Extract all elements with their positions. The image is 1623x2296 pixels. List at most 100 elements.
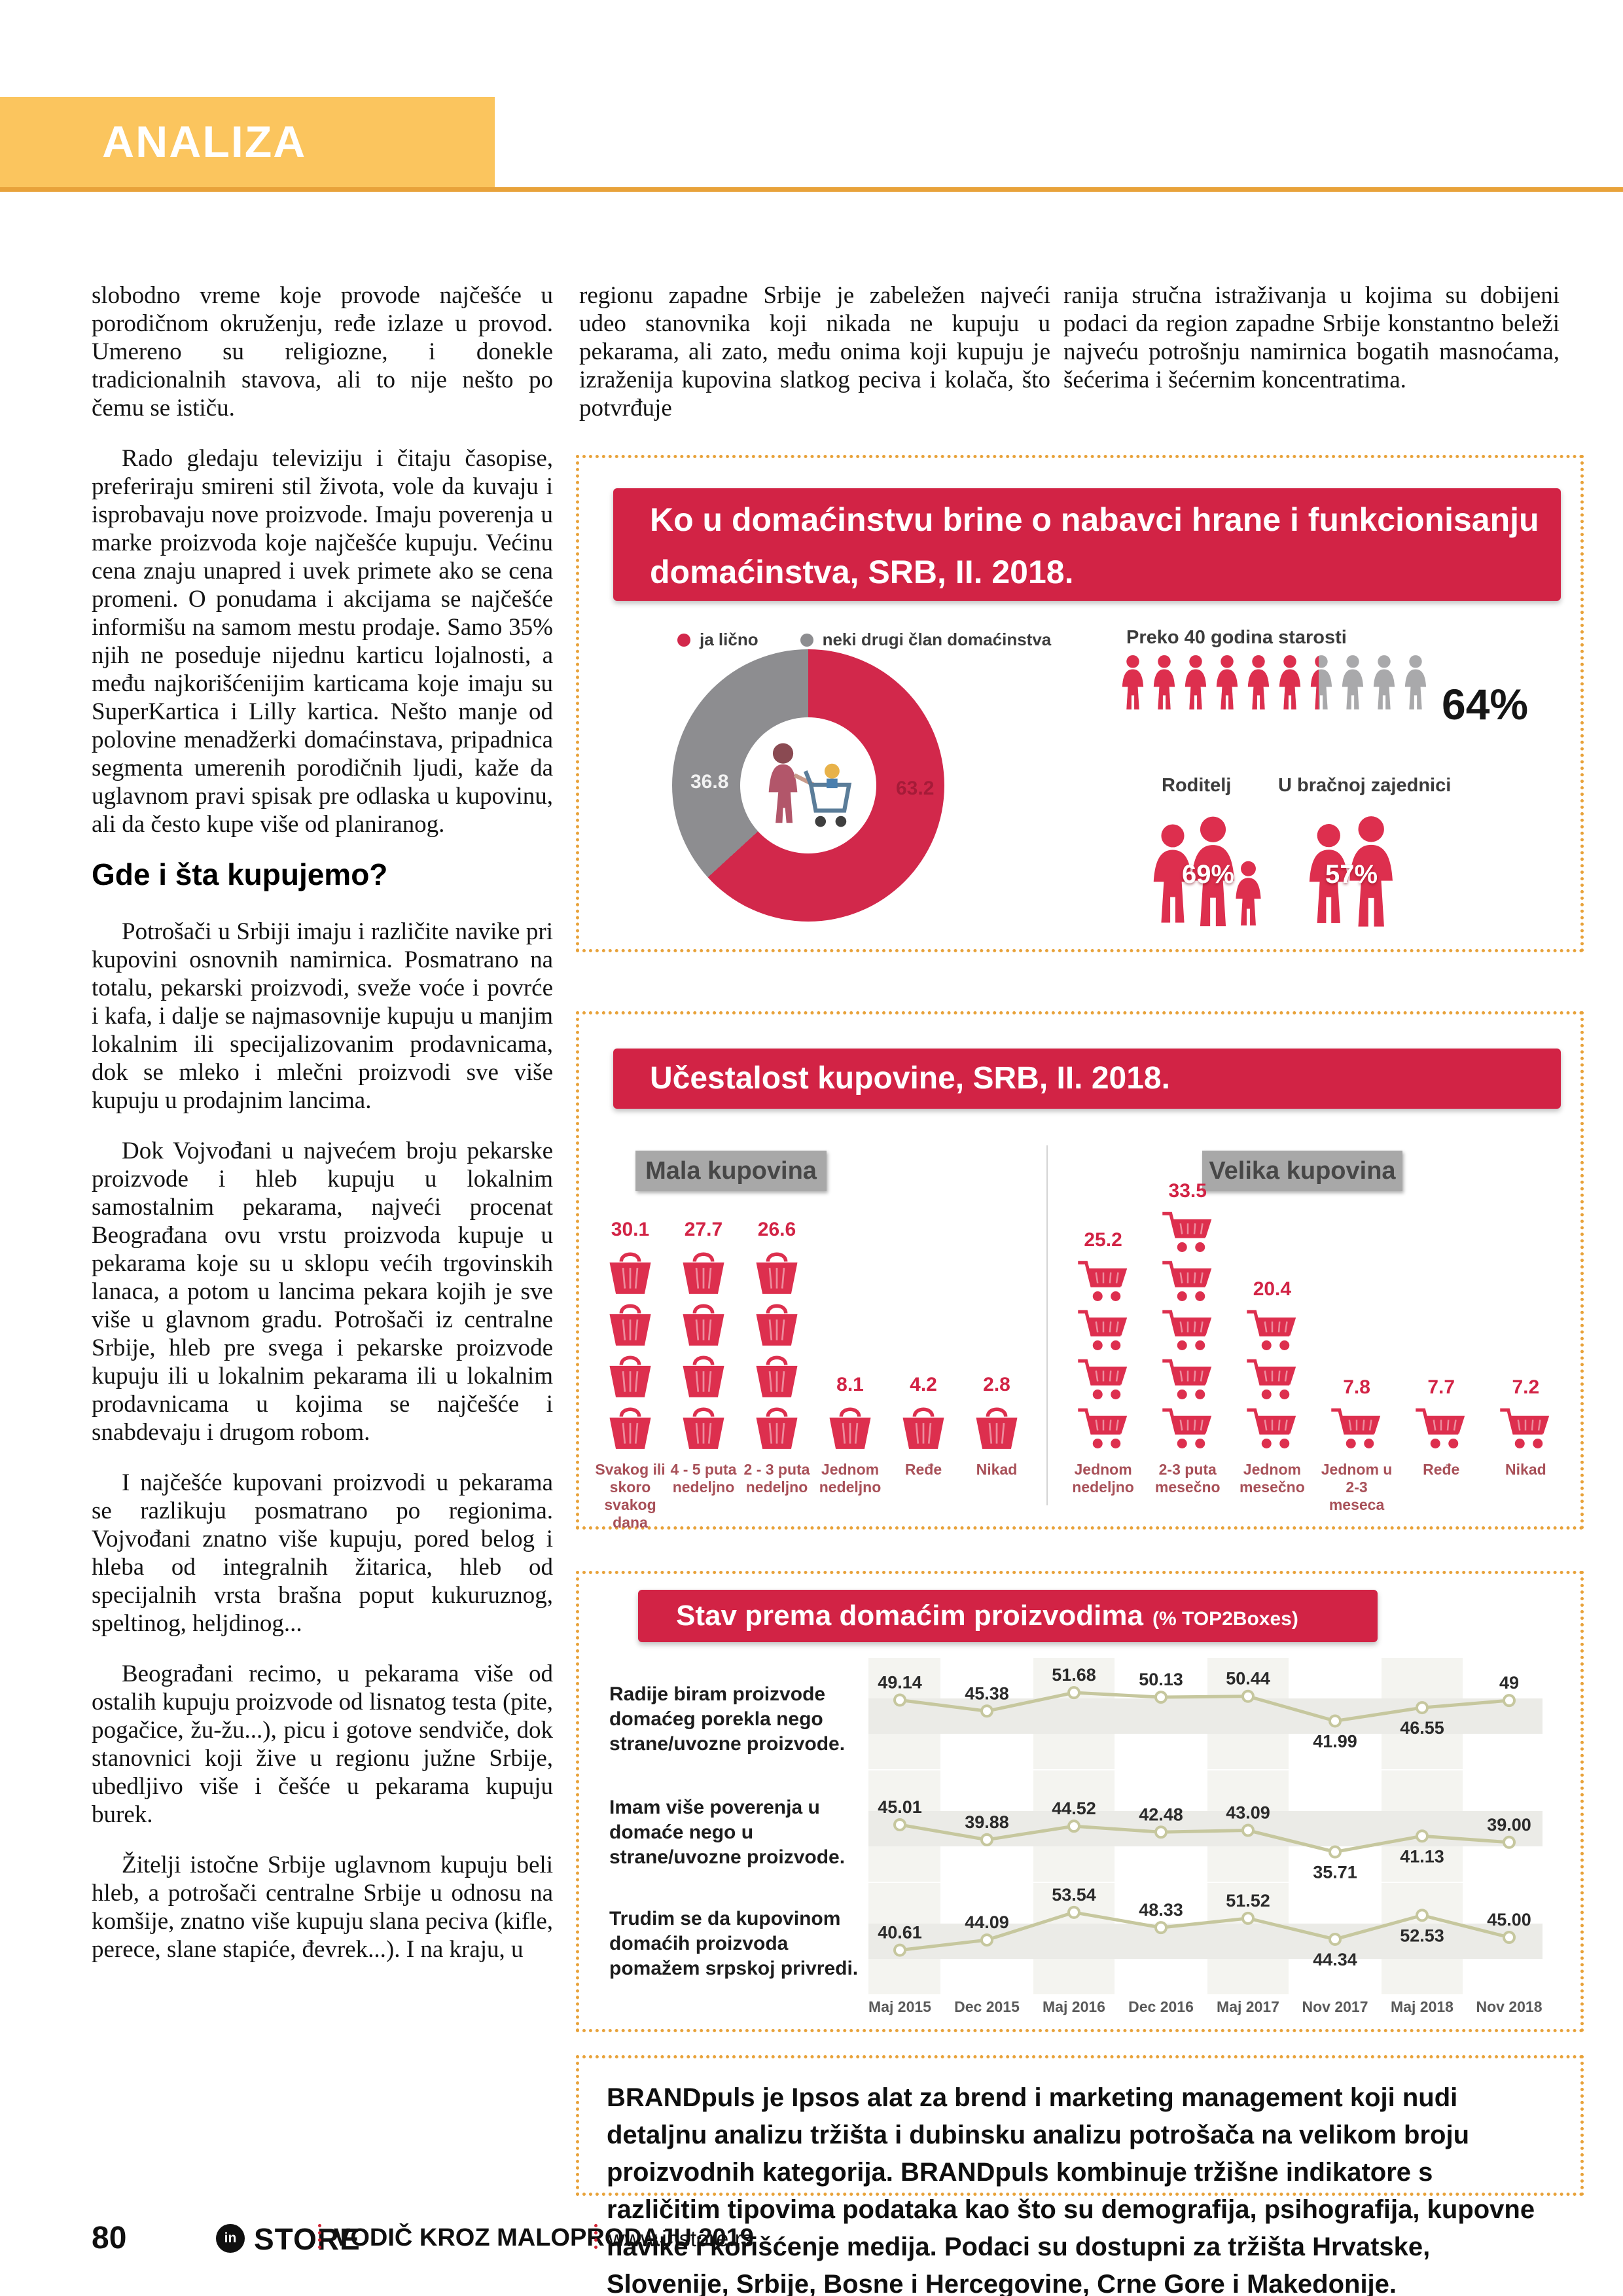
frequency-column: 33.5 2-3 puta mesečno [1151,1175,1224,1538]
x-axis-tick: Maj 2017 [1217,1998,1279,2015]
basket-icon [602,1403,658,1452]
chart-title: Ko u domaćinstvu brine o nabavci hrane i… [613,488,1561,601]
x-axis-tick: Nov 2017 [1302,1998,1368,2015]
basket-icon [749,1403,805,1452]
x-axis-tick: Maj 2016 [1043,1998,1105,2015]
value-label: 7.2 [1512,1376,1540,1398]
basket-icon [675,1352,732,1400]
statement-2: Imam više poverenja u domaće nego u stra… [609,1797,846,1868]
instore-logo-icon: in [216,2224,245,2253]
basket-icon [602,1248,658,1297]
section-banner: ANALIZA [0,97,495,187]
frequency-column: 27.7 4 - 5 puta nedeljno [667,1175,740,1538]
basket-icon [969,1403,1025,1452]
svg-text:45.01: 45.01 [878,1797,922,1817]
paragraph: slobodno vreme koje provode najčešće u p… [92,282,553,422]
family-icon: 69% [1139,804,1277,944]
svg-text:41.13: 41.13 [1400,1846,1444,1866]
frequency-column: 25.2 Jednom nedeljno [1067,1175,1140,1538]
donut-chart: 36.8 63.2 [672,649,944,922]
paragraph: Žitelji istočne Srbije uglavnom kupuju b… [92,1852,553,1963]
paragraph: Rado gledaju televiziju i čitaju časopis… [92,445,553,838]
chart-box-household-care: Ko u domaćinstvu brine o nabavci hrane i… [576,455,1584,952]
paragraph: Beograđani recimo, u pekarama više od os… [92,1660,553,1828]
page-number: 80 [92,2221,127,2255]
basket-icon [749,1352,805,1400]
svg-text:44.52: 44.52 [1052,1799,1096,1818]
value-label: 30.1 [611,1219,650,1240]
person-icon [1213,655,1241,711]
chart-title: Učestalost kupovine, SRB, II. 2018. [613,1049,1561,1109]
brand-name: STORE [254,2222,361,2256]
category-label: Jednom mesečno [1240,1461,1305,1496]
svg-text:50.44: 50.44 [1226,1669,1270,1689]
x-axis-labels: Maj 2015 Dec 2015 Maj 2016 Dec 2016 Maj 2017… [868,1998,1543,2020]
person-pictogram-row [1118,655,1430,711]
chart-box-purchase-frequency: Učestalost kupovine, SRB, II. 2018. Mala… [576,1011,1584,1531]
paragraph: Potrošači u Srbiji imaju i različite nav… [92,918,553,1114]
cart-icon [1072,1406,1135,1452]
cart-icon [1494,1406,1557,1452]
category-label: Nikad [976,1461,1018,1478]
frequency-column: 7.8 Jednom u 2-3 meseca [1320,1175,1393,1538]
category-label: Ređe [1423,1461,1460,1478]
svg-text:45.38: 45.38 [965,1683,1009,1703]
svg-text:45.00: 45.00 [1487,1910,1531,1929]
line-chart-1: 49.14 45.38 51.68 50.13 50.44 41.99 46.55 49 [868,1658,1543,1769]
svg-text:50.13: 50.13 [1139,1670,1183,1689]
basket-icon [822,1403,878,1452]
parent-caption: Roditelj [1162,775,1232,796]
category-label: 4 - 5 puta nedeljno [670,1461,737,1496]
category-label: 2 - 3 puta nedeljno [743,1461,810,1496]
panel-label-big-purchase: Velika kupovina [1202,1151,1402,1191]
value-label: 4.2 [910,1374,937,1395]
cart-icon [1072,1357,1135,1403]
cart-icon [1325,1406,1388,1452]
panel-divider [1046,1145,1048,1505]
basket-icon [749,1300,805,1348]
person-icon [1150,655,1179,711]
cart-icon [1241,1308,1304,1354]
shopper-illustration [768,743,852,827]
cart-icon [1072,1259,1135,1304]
chart-title: Stav prema domaćim proizvodima (% TOP2Box… [638,1590,1378,1642]
cart-icon [1072,1308,1135,1354]
article-subheading: Gde i šta kupujemo? [92,857,388,891]
frequency-column: 30.1 Svakog ili skoro svakog dana [594,1175,667,1538]
basket-icon [895,1403,952,1452]
cart-icon [1156,1210,1219,1255]
couple-icon: 57% [1299,804,1404,944]
legend-item: neki drugi član domaćinstva [800,630,1051,650]
svg-text:49: 49 [1499,1673,1519,1693]
slice-value-other: 36.8 [690,771,729,793]
married-percentage: 57% [1325,860,1378,889]
person-icon [1244,655,1273,711]
svg-text:51.52: 51.52 [1226,1891,1270,1910]
chart-box-domestic-attitude: Stav prema domaćim proizvodima (% TOP2Box… [576,1571,1584,2032]
statement-3: Trudim se da kupovinom domaćih proizvoda… [609,1908,859,1979]
x-axis-tick: Dec 2016 [1128,1998,1194,2015]
value-label: 26.6 [757,1219,796,1240]
person-icon [1338,655,1367,711]
cart-icon [1156,1259,1219,1304]
svg-text:40.61: 40.61 [878,1923,922,1943]
person-icon [1118,655,1147,711]
big-purchase-panel: 25.2 Jednom nedeljno 33.5 2-3 puta mesečno 2… [1061,1175,1568,1538]
svg-text:41.99: 41.99 [1313,1731,1357,1751]
basket-icon [749,1248,805,1297]
paragraph: regionu zapadne Srbije je zabeležen najv… [579,282,1050,422]
category-label: Nikad [1505,1461,1546,1478]
frequency-column: 7.7 Ređe [1404,1175,1478,1538]
cart-icon [1156,1308,1219,1354]
person-icon [1275,655,1304,711]
category-label: Jednom u 2-3 meseca [1321,1461,1393,1513]
paragraph-group: ranija stručna istraživanja u kojima su … [1063,281,1560,394]
frequency-column: 4.2 Ređe [887,1175,960,1538]
svg-text:48.33: 48.33 [1139,1900,1183,1920]
basket-icon [675,1403,732,1452]
value-label: 7.8 [1343,1376,1370,1398]
category-label: Jednom nedeljno [1072,1461,1134,1496]
svg-text:44.09: 44.09 [965,1912,1009,1932]
frequency-column: 20.4 Jednom mesečno [1236,1175,1309,1538]
